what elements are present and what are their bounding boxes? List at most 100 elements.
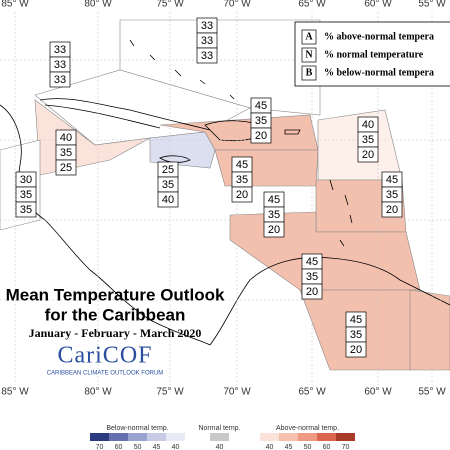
probability: 35: [350, 329, 362, 341]
probability: 35: [60, 147, 72, 159]
probability: 45: [255, 100, 267, 112]
key-letter: N: [305, 49, 313, 60]
legend-swatch: [147, 433, 166, 441]
probability: 25: [60, 162, 72, 174]
legend-swatch: [210, 433, 229, 441]
legend-tick: 60: [323, 444, 331, 450]
probability: 45: [268, 194, 280, 206]
key-letter: A: [305, 31, 313, 42]
legend-tick: 50: [304, 444, 312, 450]
probability-box: [157, 191, 179, 208]
legend-title: Normal temp.: [198, 425, 240, 432]
region: [149, 131, 216, 169]
probability: 20: [268, 224, 280, 236]
probability: 35: [268, 209, 280, 221]
subtitle: for the Caribbean: [45, 305, 186, 324]
legend-tick: 45: [153, 444, 161, 450]
legend-tick: 70: [342, 444, 350, 450]
legend: Below-normal temp. 70 60 50 45 40 Normal temp.…: [90, 425, 355, 450]
probability: 40: [362, 119, 374, 131]
region-labels: 33 33 33 33 33 33 40 35 25 30 35 35 25 35 40 45 35 20 45 35…: [15, 17, 403, 358]
probability: 33: [54, 74, 66, 86]
longitude-label: 70° W: [223, 0, 251, 10]
legend-swatch: [109, 433, 128, 441]
legend-tick: 40: [172, 444, 180, 450]
longitude-label: 65° W: [298, 0, 326, 10]
region: [119, 19, 321, 116]
legend-swatch: [260, 433, 279, 441]
legend-tick: 50: [134, 444, 142, 450]
key-text: % normal temperature: [324, 49, 424, 60]
region: [409, 289, 450, 371]
legend-tick: 70: [96, 444, 104, 450]
coastline: [129, 39, 235, 100]
longitude-label: 70° W: [223, 387, 251, 398]
longitude-label: 65° W: [298, 387, 326, 398]
probability: 40: [162, 194, 174, 206]
probability-box: [55, 159, 77, 176]
key-text: % above-normal tempera: [324, 31, 434, 42]
coastline: [159, 155, 191, 163]
probability: 20: [386, 204, 398, 216]
region: [214, 149, 319, 187]
legend-tick: 40: [266, 444, 274, 450]
longitude-label: 80° W: [84, 0, 112, 10]
key-letter-box: [301, 29, 317, 45]
probability-box: [357, 146, 379, 163]
probability: 45: [386, 174, 398, 186]
coastline: [329, 179, 353, 247]
key-letter: B: [306, 67, 313, 78]
probability: 20: [350, 344, 362, 356]
probability: 35: [236, 174, 248, 186]
legend-swatch: [279, 433, 298, 441]
longitude-label: 85° W: [1, 387, 29, 398]
key-letter-box: [301, 65, 317, 81]
probability: 45: [306, 256, 318, 268]
coastline: [284, 129, 301, 135]
longitude-label: 60° W: [364, 387, 392, 398]
coastline: [39, 98, 211, 131]
logo: CariCOF: [57, 343, 152, 369]
title: Mean Temperature Outlook: [6, 285, 225, 304]
key-box: [294, 21, 450, 87]
graticule: 85° W 85° W 80° W 80° W 75° W 75° W 70° W 70° W…: [0, 0, 450, 398]
probability: 35: [306, 271, 318, 283]
longitude-label: 80° W: [84, 387, 112, 398]
legend-swatch: [128, 433, 147, 441]
probability-box: [231, 186, 253, 203]
longitude-label: 75° W: [156, 387, 184, 398]
probability-box: [250, 127, 272, 144]
longitude-label: 75° W: [156, 0, 184, 10]
longitude-label: 55° W: [418, 0, 446, 10]
probability: 35: [362, 134, 374, 146]
probability: 33: [54, 59, 66, 71]
probability: 33: [201, 20, 213, 32]
probability-box: [196, 47, 218, 64]
probability-box: [381, 201, 403, 218]
longitude-label: 60° W: [364, 0, 392, 10]
probability: 20: [236, 189, 248, 201]
legend-title: Below-normal temp.: [106, 425, 168, 432]
probability: 35: [255, 115, 267, 127]
key: A % above-normal tempera N % normal tempera…: [301, 29, 434, 81]
probability: 20: [255, 130, 267, 142]
probability: 45: [350, 314, 362, 326]
legend-swatch: [166, 433, 185, 441]
probability-box: [15, 201, 37, 218]
probability: 30: [20, 174, 32, 186]
coastlines: [0, 39, 450, 346]
legend-tick: 60: [115, 444, 123, 450]
legend-title: Above-normal temp.: [276, 425, 339, 432]
probability: 35: [20, 204, 32, 216]
probability: 45: [236, 159, 248, 171]
probability-box: [345, 341, 367, 358]
probability: 20: [362, 149, 374, 161]
legend-swatch: [317, 433, 336, 441]
legend-tick: 45: [285, 444, 293, 450]
coastline: [209, 257, 450, 346]
probability: 20: [306, 286, 318, 298]
probability-box: [301, 283, 323, 300]
probability: 40: [60, 132, 72, 144]
key-letter-box: [301, 47, 317, 63]
